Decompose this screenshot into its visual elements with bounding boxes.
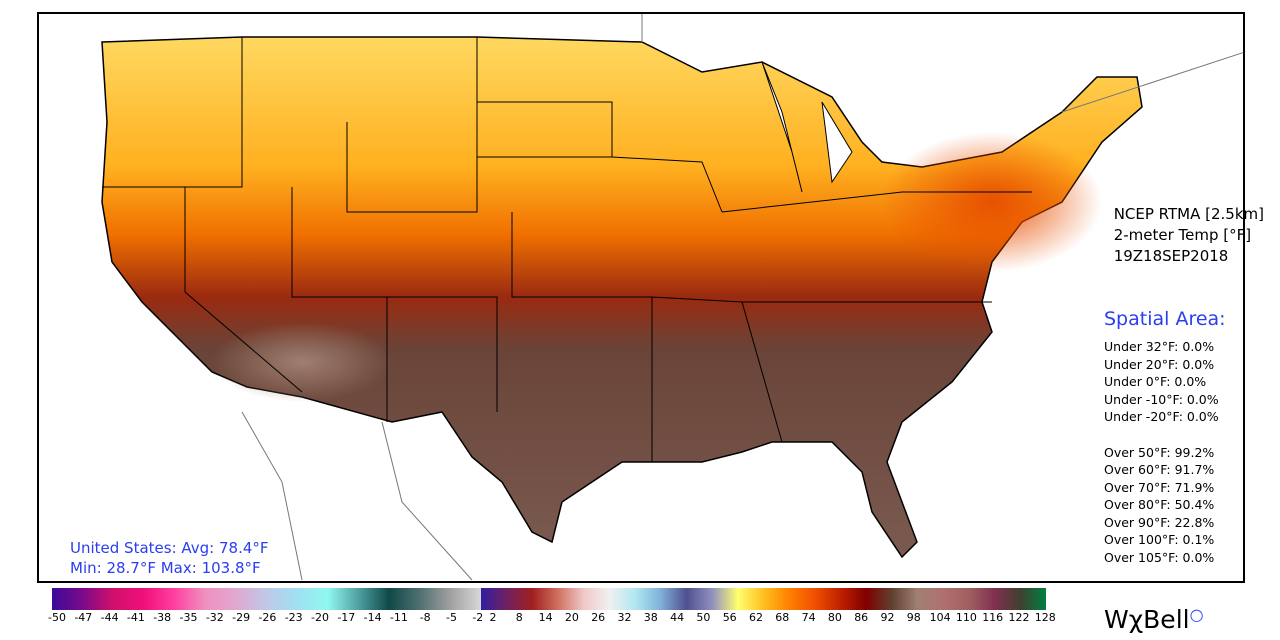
colorbar-tick: -38 (153, 611, 172, 624)
colorbar-tick: 8 (515, 611, 523, 624)
colorbar-tick: -20 (311, 611, 329, 624)
stat-over: Over 105°F: 0.0% (1104, 549, 1215, 565)
colorbar-tick: -23 (284, 611, 303, 624)
colorbar-tick: 56 (722, 611, 737, 624)
stat-over: Over 50°F: 99.2% (1104, 444, 1215, 460)
colorbar-tick: 128 (1034, 611, 1056, 624)
state-borders (102, 37, 1032, 462)
colorbar-tick: 2 (489, 611, 497, 624)
colorbar-tick: -8 (419, 611, 431, 624)
stat-over: Over 90°F: 22.8% (1104, 514, 1215, 530)
stat-over: Over 100°F: 0.1% (1104, 532, 1215, 547)
colorbar-tick: -26 (258, 611, 277, 624)
colorbar-tick: -5 (446, 611, 457, 624)
map-frame (37, 12, 1245, 583)
variable-title: 2-meter Temp [°F] (1113, 226, 1252, 244)
colorbar-tick: 14 (538, 611, 553, 624)
colorbar-tick: 68 (775, 611, 790, 624)
logo-dot-icon: ○ (1189, 605, 1204, 624)
colorbar-tick: 32 (617, 611, 632, 624)
stat-under: Under -20°F: 0.0% (1104, 409, 1219, 424)
stat-under: Under 32°F: 0.0% (1104, 339, 1215, 354)
colorbar-tick: 26 (591, 611, 606, 624)
valid-time: 19Z18SEP2018 (1113, 247, 1229, 265)
country-borders (241, 14, 1243, 581)
colorbar-tick: -41 (126, 611, 145, 624)
colorbar-negative (52, 588, 481, 610)
stat-under: Under -10°F: 0.0% (1104, 391, 1219, 407)
colorbar-tick: 38 (643, 611, 658, 624)
colorbar (52, 588, 1046, 610)
colorbar-tick: 74 (801, 611, 816, 624)
spatial-area-panel: Spatial Area: Under 32°F: 0.0% Under 20°… (1104, 308, 1226, 566)
temperature-map (101, 14, 1243, 581)
colorbar-tick: -14 (363, 611, 382, 624)
product-title: NCEP RTMA [2.5km] (1113, 205, 1264, 223)
colorbar-tick: -50 (48, 611, 66, 624)
colorbar-tick: 86 (854, 611, 869, 624)
colorbar-tick: 92 (880, 611, 895, 624)
stat-under: Under 0°F: 0.0% (1104, 374, 1207, 389)
colorbar-tick: 44 (670, 611, 685, 624)
colorbar-tick: 116 (982, 611, 1004, 624)
colorbar-tick: 110 (955, 611, 977, 624)
colorbar-tick: 104 (929, 611, 951, 624)
us-min-max: Min: 28.7°F Max: 103.8°F (70, 559, 261, 577)
colorbar-tick: -32 (205, 611, 224, 624)
colorbar-tick: -29 (232, 611, 251, 624)
colorbar-positive (481, 588, 1046, 610)
colorbar-tick: -11 (389, 611, 408, 624)
stat-over: Over 80°F: 50.4% (1104, 497, 1215, 512)
colorbar-tick: -44 (100, 611, 119, 624)
us-average: United States: Avg: 78.4°F (70, 539, 269, 557)
colorbar-tick: -35 (179, 611, 198, 624)
wxbell-logo: WχBell○ (1104, 605, 1204, 634)
stat-over: Over 70°F: 71.9% (1104, 479, 1215, 495)
map-header: NCEP RTMA [2.5km] 2-meter Temp [°F] 19Z1… (1114, 204, 1264, 267)
stat-under: Under 20°F: 0.0% (1104, 356, 1215, 372)
colorbar-tick: 62 (749, 611, 763, 624)
colorbar-tick: 20 (564, 611, 579, 624)
colorbar-tick: 50 (696, 611, 711, 624)
colorbar-tick: -17 (337, 611, 356, 624)
colorbar-tick: 122 (1008, 611, 1030, 624)
colorbar-tick: -47 (74, 611, 93, 624)
colorbar-tick: 80 (827, 611, 842, 624)
colorbar-tick: 98 (906, 611, 921, 624)
us-summary: United States: Avg: 78.4°F Min: 28.7°F M… (70, 538, 269, 578)
colorbar-tick: -2 (472, 611, 484, 624)
stat-over: Over 60°F: 91.7% (1104, 462, 1215, 477)
spatial-area-title: Spatial Area: (1104, 308, 1226, 330)
